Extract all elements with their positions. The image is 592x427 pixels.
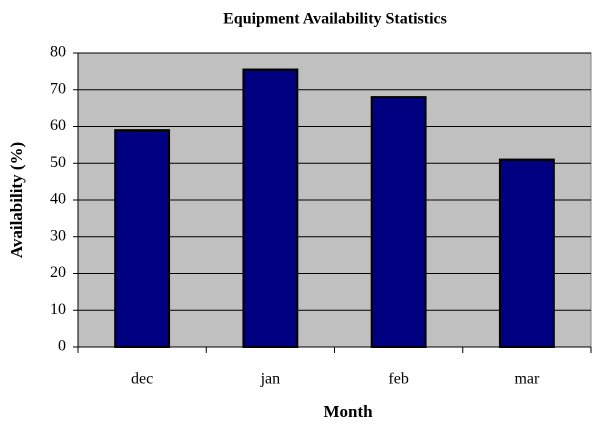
y-tick-label: 70 bbox=[50, 80, 66, 97]
y-tick-label: 80 bbox=[50, 44, 66, 61]
bar bbox=[370, 96, 427, 348]
y-tick-label: 40 bbox=[50, 191, 66, 208]
x-tick-label: feb bbox=[388, 371, 408, 388]
x-tick-label: mar bbox=[514, 371, 540, 388]
y-tick-label: 60 bbox=[50, 117, 66, 134]
bar bbox=[114, 129, 171, 348]
x-tick-label: dec bbox=[131, 371, 153, 388]
y-axis-title: Availability (%) bbox=[7, 142, 26, 258]
x-tick-label: jan bbox=[260, 371, 281, 388]
y-tick-label: 50 bbox=[50, 154, 66, 171]
bar bbox=[498, 158, 555, 348]
chart-title: Equipment Availability Statistics bbox=[223, 11, 447, 28]
y-tick-label: 20 bbox=[50, 264, 66, 281]
y-tick-label: 10 bbox=[50, 301, 66, 318]
x-axis-title: Month bbox=[323, 402, 373, 421]
y-tick-label: 0 bbox=[58, 338, 66, 355]
bar bbox=[242, 68, 299, 348]
y-tick-label: 30 bbox=[50, 227, 66, 244]
